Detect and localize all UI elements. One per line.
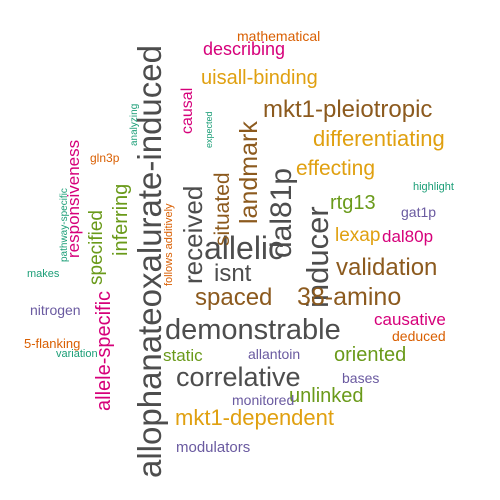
word-rtg13: rtg13 (330, 192, 376, 214)
word-dal81p: dal81p (265, 167, 298, 258)
word-mkt1-dependent: mkt1-dependent (175, 405, 334, 430)
word-38-amino: 38-amino (297, 283, 402, 311)
word-differentiating: differentiating (313, 126, 445, 151)
word-modulators: modulators (176, 439, 251, 456)
word-expected: expected (204, 111, 214, 148)
word-lexap: lexap (335, 225, 381, 246)
word-mkt1-pleiotropic: mkt1-pleiotropic (263, 96, 433, 123)
word-unlinked: unlinked (289, 385, 364, 407)
word-nitrogen: nitrogen (30, 302, 81, 318)
word-isnt: isnt (214, 260, 252, 287)
word-gln3p: gln3p (90, 151, 120, 165)
word-causative: causative (374, 310, 446, 329)
word-makes: makes (27, 268, 60, 280)
word-highlight: highlight (413, 181, 454, 193)
word-5-flanking: 5-flanking (24, 336, 81, 351)
word-describing: describing (203, 39, 286, 59)
word-gat1p: gat1p (401, 204, 437, 220)
word-situated: situated (211, 172, 234, 246)
word-dal80p: dal80p (382, 227, 434, 246)
word-static: static (163, 346, 203, 365)
word-causal: causal (179, 87, 196, 134)
word-spaced: spaced (195, 284, 273, 311)
word-landmark: landmark (235, 121, 263, 224)
word-deduced: deduced (392, 328, 446, 344)
word-pathway-specific: pathway-specific (59, 188, 70, 262)
word-inferring: inferring (110, 183, 132, 256)
word-correlative: correlative (176, 362, 301, 392)
word-analyzing: analyzing (129, 103, 140, 146)
word-received: received (178, 185, 208, 284)
word-allantoin: allantoin (248, 346, 301, 362)
word-mathematical: mathematical (237, 28, 321, 44)
word-allelic: allelic (204, 230, 285, 266)
word-oriented: oriented (334, 344, 407, 366)
word-specified: specified (86, 210, 107, 285)
word-monitored: monitored (232, 392, 295, 408)
word-effecting: effecting (296, 157, 376, 180)
word-demonstrable: demonstrable (165, 314, 341, 346)
word-variation: variation (56, 348, 98, 360)
word-follows-additively: follows additively (163, 203, 175, 286)
word-uisall-binding: uisall-binding (201, 67, 318, 89)
word-bases: bases (342, 370, 380, 386)
word-validation: validation (336, 254, 438, 281)
